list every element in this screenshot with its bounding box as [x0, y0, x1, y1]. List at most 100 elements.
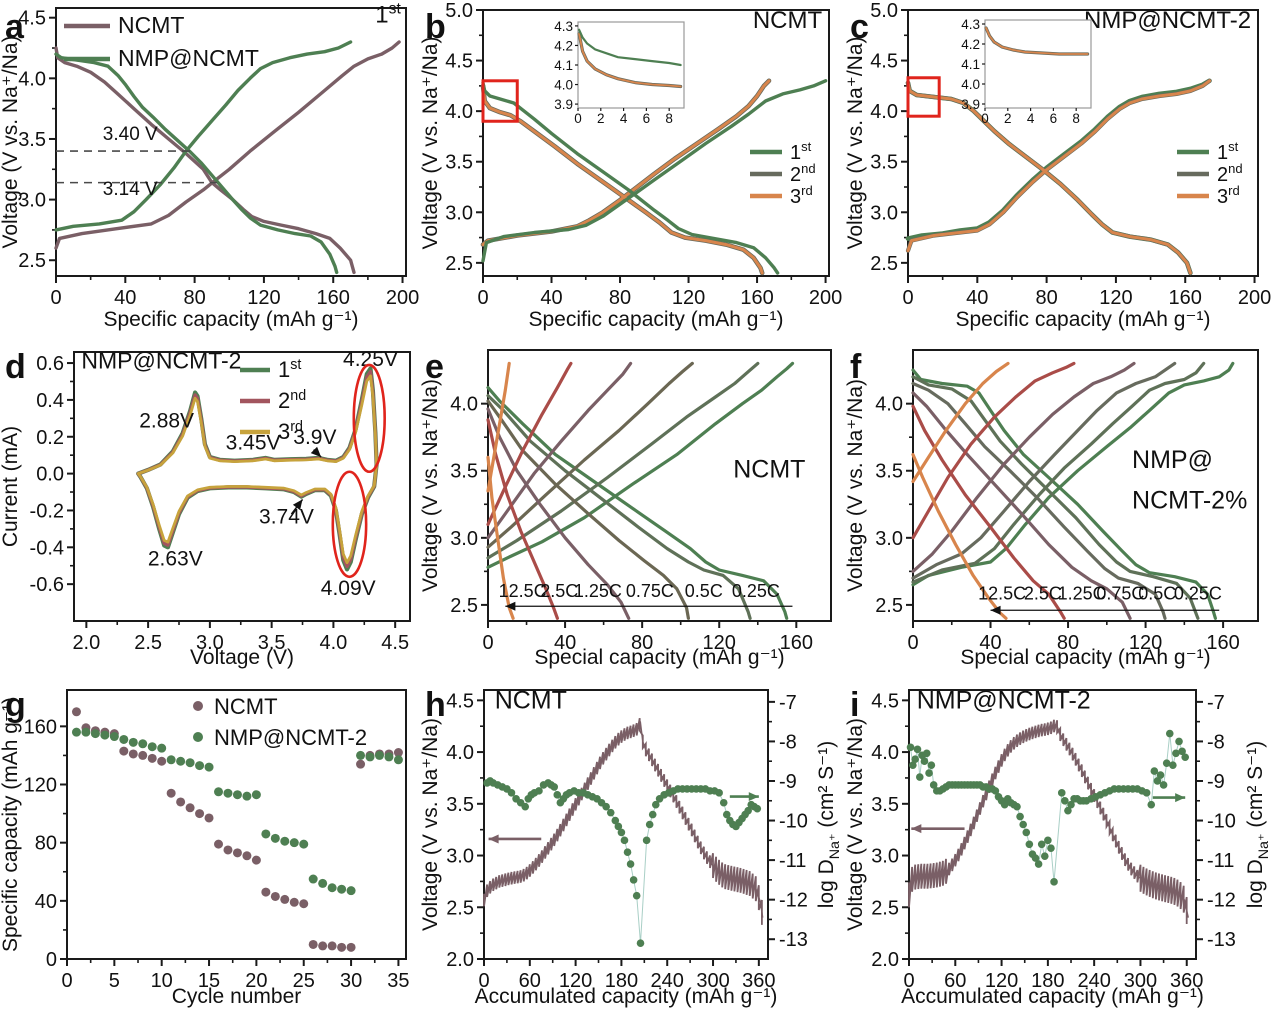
svg-text:10: 10: [151, 970, 173, 992]
svg-text:1.25C: 1.25C: [1058, 584, 1106, 604]
svg-text:4.5: 4.5: [381, 632, 409, 654]
svg-text:2.63V: 2.63V: [148, 548, 203, 571]
svg-text:3.0: 3.0: [445, 202, 473, 224]
svg-text:3.5: 3.5: [450, 461, 478, 483]
panel-b-chart: 0 40 80 120 160 2002.53.03.54.04.55.0Specific…: [420, 0, 842, 331]
legend-item: 2nd: [278, 388, 306, 413]
svg-text:3.5: 3.5: [875, 461, 903, 483]
legend-item: 3rd: [1217, 183, 1240, 208]
svg-text:3.45V: 3.45V: [226, 432, 281, 455]
legend-item: 1st: [278, 357, 301, 382]
svg-text:2.0: 2.0: [72, 632, 100, 654]
svg-text:4.0: 4.0: [871, 742, 899, 764]
svg-text:40: 40: [114, 287, 136, 309]
svg-text:4.5: 4.5: [445, 51, 473, 73]
panel-d-ylabel: Current (mA): [0, 426, 22, 547]
svg-text:160: 160: [317, 287, 350, 309]
svg-text:3.5: 3.5: [445, 152, 473, 174]
svg-text:200: 200: [809, 287, 842, 309]
svg-text:4.0: 4.0: [870, 101, 898, 123]
svg-text:-9: -9: [1207, 771, 1225, 793]
svg-text:60: 60: [944, 970, 966, 992]
svg-text:-12: -12: [1207, 890, 1236, 912]
svg-text:4.0: 4.0: [450, 394, 478, 416]
svg-text:0.5C: 0.5C: [1138, 584, 1176, 604]
svg-text:4.1: 4.1: [961, 57, 980, 72]
svg-text:0: 0: [50, 287, 61, 309]
svg-text:20: 20: [245, 970, 267, 992]
panel-i-ylabel: Voltage (V vs. Na⁺/Na): [845, 718, 867, 931]
svg-text:160: 160: [780, 632, 813, 654]
panel-letter-h: h: [425, 686, 446, 724]
legend-item: 1st: [1217, 139, 1239, 164]
svg-text:5.0: 5.0: [870, 0, 898, 22]
svg-text:2.5: 2.5: [18, 250, 46, 272]
panel-i-y2label: log DNa⁺​ (cm² S⁻¹): [1244, 741, 1272, 909]
svg-text:0: 0: [482, 632, 493, 654]
legend-item: 3rd: [790, 183, 813, 208]
svg-text:3.5: 3.5: [870, 152, 898, 174]
svg-text:NMP@NCMT-2: NMP@NCMT-2: [1084, 7, 1251, 34]
panel-letter-g: g: [5, 686, 26, 724]
svg-text:3.5: 3.5: [18, 129, 46, 151]
svg-text:NMP@NCMT-2: NMP@NCMT-2: [917, 687, 1091, 715]
svg-text:0: 0: [981, 111, 989, 126]
panel-letter-i: i: [850, 686, 859, 724]
svg-text:12.5C: 12.5C: [978, 584, 1026, 604]
svg-text:0: 0: [46, 949, 57, 971]
svg-text:-7: -7: [1207, 692, 1225, 714]
svg-text:4.09V: 4.09V: [321, 577, 376, 600]
panel-letter-a: a: [5, 8, 25, 46]
panel-h-ylabel: Voltage (V vs. Na⁺/Na): [420, 718, 442, 931]
svg-text:3.0: 3.0: [196, 632, 224, 654]
svg-text:1.25C: 1.25C: [574, 581, 622, 601]
panel-letter-e: e: [425, 348, 444, 386]
legend-item: NCMT: [118, 12, 184, 38]
svg-text:NCMT: NCMT: [753, 7, 823, 34]
svg-text:-10: -10: [1207, 811, 1236, 833]
panel-letter-d: d: [5, 348, 26, 386]
svg-text:160: 160: [740, 287, 773, 309]
svg-text:-0.4: -0.4: [30, 537, 64, 559]
svg-text:4.5: 4.5: [870, 51, 898, 73]
panel-a-ylabel: Voltage (V vs. Na⁺/Na): [0, 35, 22, 248]
svg-text:30: 30: [340, 970, 362, 992]
svg-text:2.5: 2.5: [450, 595, 478, 617]
svg-text:-9: -9: [779, 771, 797, 793]
svg-text:0.25C: 0.25C: [1174, 584, 1222, 604]
panel-h-xlabel: Accumulated capacity (mAh g⁻¹): [475, 985, 778, 1008]
svg-text:3.0: 3.0: [446, 846, 474, 868]
svg-text:4.2: 4.2: [554, 38, 573, 53]
svg-text:4.2: 4.2: [961, 37, 980, 52]
svg-text:2.5: 2.5: [446, 897, 474, 919]
svg-text:8: 8: [665, 111, 673, 126]
panel-a-xlabel: Specific capacity (mAh g⁻¹): [104, 308, 359, 331]
svg-text:NMP@: NMP@: [1132, 446, 1213, 474]
svg-text:0.75C: 0.75C: [626, 581, 674, 601]
svg-text:3.0: 3.0: [875, 528, 903, 550]
svg-text:-0.2: -0.2: [30, 500, 64, 522]
panel-h-chart: 0 60 120 180 240 300 360 2.0 2.5 3.0 3.5 4.0 4.5 -7 -8…: [420, 686, 843, 1008]
svg-text:80: 80: [35, 833, 57, 855]
svg-text:120: 120: [24, 775, 57, 797]
panel-c-ylabel: Voltage (V vs. Na⁺/Na): [845, 36, 867, 249]
svg-text:120: 120: [672, 287, 705, 309]
svg-text:2.5: 2.5: [445, 253, 473, 275]
svg-text:4.3: 4.3: [554, 19, 573, 34]
panel-f-chart: 0 40 80 120 160 2.5 3.0 3.5 4.0 Special capacity …: [845, 348, 1259, 669]
svg-text:4.5: 4.5: [446, 690, 474, 712]
panel-i-chart: 0 60 120 180 240 300 360 2.0 2.5 3.0 3.5 4.0 4.5 -7 -8…: [845, 686, 1272, 1008]
svg-text:0.6: 0.6: [36, 353, 64, 375]
svg-text:NCMT: NCMT: [733, 455, 805, 483]
svg-text:3.0: 3.0: [18, 190, 46, 212]
svg-text:300: 300: [1124, 970, 1157, 992]
panel-letter-c: c: [850, 8, 869, 46]
svg-text:3.74V: 3.74V: [259, 505, 314, 528]
svg-text:3.9V: 3.9V: [293, 426, 336, 449]
panel-e-ylabel: Voltage (V vs. Na⁺/Na): [420, 379, 442, 592]
panel-f-xlabel: Special capacity (mAh g⁻¹): [960, 646, 1210, 669]
svg-text:3.0: 3.0: [871, 846, 899, 868]
panel-i-xlabel: Accumulated capacity (mAh g⁻¹): [901, 985, 1204, 1008]
svg-text:3.0: 3.0: [450, 528, 478, 550]
